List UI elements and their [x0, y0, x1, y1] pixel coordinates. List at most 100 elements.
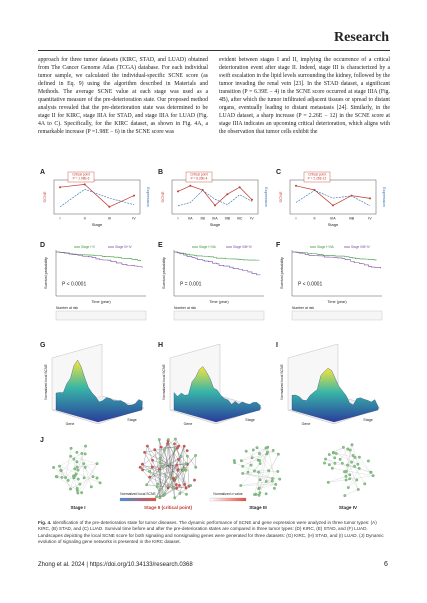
axis-label: Normalized local SCNE — [44, 364, 48, 400]
network-edge — [349, 474, 359, 490]
scne-line — [177, 185, 253, 206]
network-node — [331, 451, 335, 455]
network-edge — [241, 447, 268, 461]
axis-label: Time (year) — [327, 300, 347, 304]
plot-frame — [171, 179, 259, 215]
network-node — [151, 458, 154, 462]
axis-label: Stage — [92, 222, 103, 227]
network-node — [258, 459, 262, 462]
legend-entry: Stage IIIB+IV — [233, 245, 253, 249]
panel-label: B — [158, 169, 163, 176]
network-node — [348, 448, 352, 452]
network-node — [251, 448, 255, 452]
network-node — [158, 488, 162, 491]
network-node — [174, 483, 178, 486]
x-tick-label: IIIC — [237, 216, 243, 220]
network-edge — [152, 460, 183, 471]
axis-label: Expression — [264, 187, 269, 207]
survival-curve — [292, 251, 381, 269]
network-node — [176, 468, 180, 472]
network-node — [177, 458, 180, 461]
colorbar-title: Normalized local SCNE — [120, 492, 156, 496]
p-value: P = 0.001 — [180, 281, 202, 287]
network-node — [74, 472, 78, 476]
risk-table-title: Number at risk — [174, 306, 196, 310]
network-node — [264, 492, 268, 496]
stage-label: Stage IV — [339, 505, 358, 510]
network-node — [264, 480, 268, 483]
network-node — [75, 460, 79, 464]
network-edge — [76, 461, 101, 483]
network-node — [258, 462, 262, 465]
network-node — [194, 454, 197, 457]
expression-line — [177, 190, 253, 207]
network-node — [344, 470, 348, 473]
network-edge — [159, 449, 176, 498]
network-node — [173, 442, 176, 446]
network-edge — [59, 453, 82, 467]
network-edge — [256, 447, 279, 455]
network-node — [344, 478, 348, 482]
network-edge — [241, 460, 252, 466]
network-edge — [146, 462, 161, 485]
network-edge — [70, 456, 98, 464]
network-node — [138, 465, 142, 469]
network-node — [179, 454, 183, 458]
network-node — [253, 469, 256, 473]
network-node — [184, 462, 188, 465]
network-edge — [241, 453, 267, 461]
legend-entry: Stage I+IIIA — [317, 245, 335, 249]
survival-curve — [56, 251, 141, 262]
network-node — [158, 456, 162, 460]
legend-entry: Stage IIIB+IV — [351, 245, 371, 249]
network-edge — [76, 452, 98, 479]
network-edge — [240, 463, 261, 486]
network-node — [89, 485, 93, 489]
stage-label: Stage III — [249, 505, 267, 510]
network-edge — [258, 447, 268, 496]
network-edge — [77, 463, 84, 471]
axis-label: Survival probability — [162, 257, 166, 289]
risk-table-title: Number at risk — [292, 306, 314, 310]
network-node — [166, 442, 169, 445]
risk-table — [55, 310, 147, 321]
network-edge — [348, 479, 357, 488]
network-edge — [167, 443, 185, 469]
network-node — [173, 496, 177, 500]
network-edge — [172, 488, 175, 498]
network-edge — [162, 466, 169, 486]
network-node — [73, 467, 77, 471]
network-edge — [59, 466, 101, 483]
axes — [291, 250, 382, 297]
network-node — [232, 459, 236, 462]
network-node — [175, 463, 179, 467]
network-node — [145, 444, 149, 448]
panel-label: C — [276, 169, 281, 176]
network-node — [274, 483, 278, 486]
network-node — [91, 475, 95, 479]
network-node — [158, 461, 162, 464]
network-node — [357, 466, 361, 470]
network-node — [78, 482, 82, 486]
network-edge — [174, 480, 175, 498]
network-node — [323, 461, 326, 465]
network-node — [80, 452, 84, 455]
network-node — [178, 492, 182, 495]
network-edge — [144, 445, 179, 453]
axis-label: Survival probability — [44, 257, 48, 289]
axis-label: Stage — [127, 418, 136, 422]
network-node — [72, 457, 76, 461]
caption-label: Fig. 4. — [38, 520, 52, 525]
network-node — [338, 457, 342, 461]
network-edge — [140, 467, 177, 489]
network-edge — [234, 462, 255, 471]
network-node — [184, 468, 188, 472]
network-node — [166, 484, 170, 488]
network-edge — [336, 453, 356, 458]
network-node — [267, 469, 271, 473]
network-node — [189, 484, 193, 487]
network-node — [178, 484, 181, 487]
panel-label: E — [158, 242, 163, 249]
network-node — [258, 478, 262, 482]
